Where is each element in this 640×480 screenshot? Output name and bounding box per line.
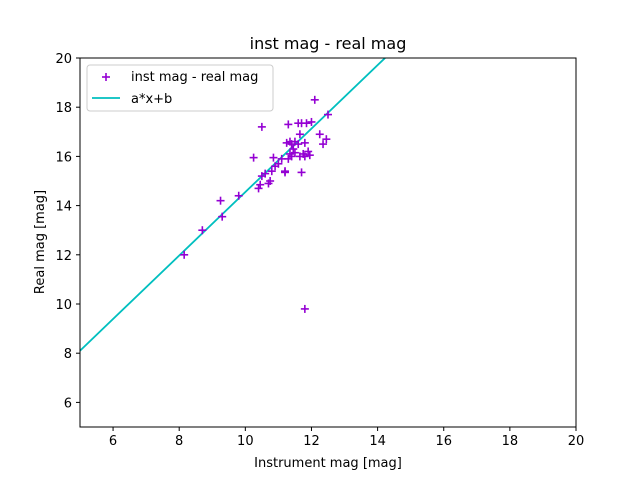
y-tick-label: 18 <box>55 101 72 116</box>
scatter-point <box>249 153 258 162</box>
x-tick-label: 16 <box>435 434 452 449</box>
scatter-point <box>315 130 324 139</box>
scatter-point <box>289 145 298 154</box>
scatter-point <box>198 226 207 235</box>
x-tick-label: 20 <box>568 434 585 449</box>
legend-scatter-marker <box>102 73 110 81</box>
scatter-point <box>274 159 283 168</box>
y-tick-label: 6 <box>64 396 72 411</box>
scatter-point <box>234 191 243 200</box>
scatter-point <box>300 304 309 313</box>
scatter-point <box>257 122 266 131</box>
x-axis-ticks: 6 8 10 12 14 16 18 20 <box>109 427 584 449</box>
y-tick-label: 8 <box>64 347 72 362</box>
scatter-point <box>322 135 331 144</box>
scatter-point <box>284 120 293 129</box>
x-tick-label: 6 <box>109 434 117 449</box>
legend-label-scatter: inst mag - real mag <box>131 70 258 85</box>
x-tick-label: 10 <box>237 434 254 449</box>
scatter-point <box>297 168 306 177</box>
scatter-point <box>300 152 309 161</box>
y-axis-ticks: 6 8 10 12 14 16 18 20 <box>55 52 80 411</box>
scatter-point <box>218 212 227 221</box>
scatter-point <box>307 117 316 126</box>
y-axis-label: Real mag [mag] <box>33 190 48 294</box>
scatter-point <box>294 140 303 149</box>
scatter-point <box>310 95 319 104</box>
scatter-point <box>281 167 290 176</box>
legend: inst mag - real mag a*x+b <box>86 64 274 112</box>
scatter-point <box>256 180 265 189</box>
scatter-point <box>300 138 309 147</box>
scatter-point <box>216 196 225 205</box>
legend-label-fit: a*x+b <box>131 92 172 107</box>
x-tick-label: 12 <box>303 434 320 449</box>
legend-box <box>86 64 274 112</box>
scatter-point <box>261 169 270 178</box>
x-tick-label: 18 <box>502 434 519 449</box>
scatter-point <box>267 167 276 176</box>
y-tick-label: 12 <box>55 249 72 264</box>
y-tick-label: 14 <box>55 200 72 215</box>
plot-frame <box>79 57 577 428</box>
y-tick-label: 10 <box>55 298 72 313</box>
scatter-point <box>180 250 189 259</box>
y-tick-label: 20 <box>55 52 72 67</box>
scatter-point <box>295 130 304 139</box>
scatter-point <box>269 153 278 162</box>
scatter-point <box>304 147 313 156</box>
scatter-point <box>254 184 263 193</box>
scatter-point <box>324 110 332 119</box>
scatter-point <box>319 140 328 149</box>
y-tick-label: 16 <box>55 150 72 165</box>
scatter-point <box>290 148 299 157</box>
x-tick-label: 14 <box>369 434 386 449</box>
x-tick-label: 8 <box>175 434 183 449</box>
plot-data-layer <box>80 58 387 352</box>
scatter-point <box>266 177 275 185</box>
chart-title: inst mag - real mag <box>250 34 407 53</box>
x-axis-label: Instrument mag [mag] <box>254 456 402 471</box>
scatter-point <box>302 119 311 128</box>
scatter-point <box>305 151 314 160</box>
